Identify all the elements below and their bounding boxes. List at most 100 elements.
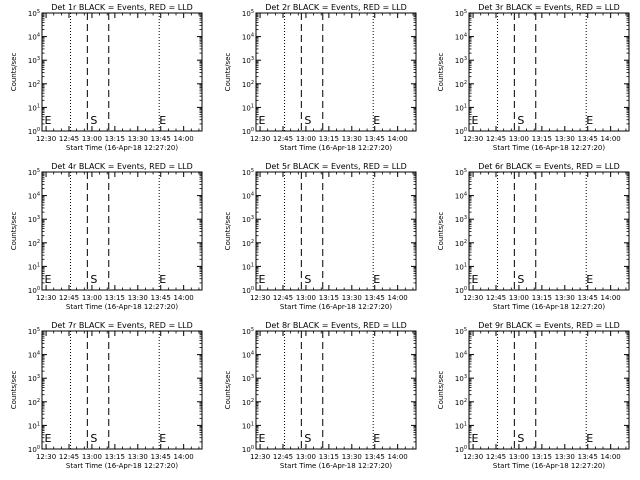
y-tick-label: 102 [242, 239, 254, 248]
y-tick-label: 101 [28, 262, 40, 271]
x-tick-label: 13:15 [319, 294, 339, 302]
y-tick-label: 100 [242, 286, 254, 295]
y-axis-label: Counts/sec [10, 371, 18, 410]
x-tick-label: 14:00 [601, 453, 621, 461]
y-tick-label: 100 [242, 127, 254, 136]
x-tick-label: 13:00 [296, 294, 316, 302]
x-tick-label: 13:30 [555, 294, 575, 302]
x-tick-label: 14:00 [601, 135, 621, 143]
x-tick-label: 12:30 [36, 135, 56, 143]
marker-e: E [259, 273, 266, 286]
marker-s: S [304, 114, 311, 127]
marker-e: E [373, 432, 380, 445]
x-axis-label: Start Time (16-Apr-18 12:27:20) [66, 462, 178, 470]
x-tick-label: 14:00 [174, 294, 194, 302]
x-tick-label: 13:15 [532, 135, 552, 143]
x-tick-label: 12:30 [250, 294, 270, 302]
x-tick-label: 12:30 [250, 453, 270, 461]
y-tick-label: 104 [455, 192, 467, 201]
plot-title: Det 8r BLACK = Events, RED = LLD [265, 321, 407, 330]
x-tick-label: 13:45 [365, 135, 385, 143]
panel-4: Det 4r BLACK = Events, RED = LLD 100 101 10… [10, 162, 203, 311]
y-tick-label: 101 [455, 262, 467, 271]
y-tick-label: 101 [242, 262, 254, 271]
x-tick-label: 12:45 [59, 135, 79, 143]
panel-5: Det 5r BLACK = Events, RED = LLD 100 101 10… [224, 162, 417, 311]
marker-e: E [373, 114, 380, 127]
x-tick-label: 13:00 [82, 453, 102, 461]
x-tick-label: 13:00 [509, 294, 529, 302]
marker-s: S [90, 114, 97, 127]
y-tick-label: 105 [242, 327, 254, 336]
x-tick-label: 13:30 [555, 453, 575, 461]
x-tick-label: 12:30 [463, 135, 483, 143]
marker-e: E [45, 432, 52, 445]
y-tick-label: 104 [242, 351, 254, 360]
x-tick-label: 13:45 [151, 453, 171, 461]
y-tick-label: 101 [28, 421, 40, 430]
marker-e: E [586, 432, 593, 445]
x-tick-label: 13:00 [296, 453, 316, 461]
y-axis-label: Counts/sec [437, 212, 445, 251]
marker-s: S [304, 273, 311, 286]
y-tick-label: 104 [242, 33, 254, 42]
marker-s: S [517, 432, 524, 445]
x-tick-label: 13:30 [128, 294, 148, 302]
x-axis-label: Start Time (16-Apr-18 12:27:20) [493, 462, 605, 470]
y-tick-label: 102 [242, 80, 254, 89]
y-tick-label: 103 [242, 215, 254, 224]
y-axis-label: Counts/sec [224, 371, 232, 410]
x-tick-label: 13:45 [578, 135, 598, 143]
y-tick-label: 105 [242, 9, 254, 18]
y-tick-label: 101 [242, 103, 254, 112]
marker-e: E [45, 114, 52, 127]
x-tick-label: 13:00 [509, 453, 529, 461]
panel-6: Det 6r BLACK = Events, RED = LLD 100 101 10… [437, 162, 630, 311]
y-tick-label: 102 [455, 398, 467, 407]
y-tick-label: 103 [455, 215, 467, 224]
marker-s: S [517, 114, 524, 127]
plot-frame [41, 12, 203, 132]
plot-title: Det 7r BLACK = Events, RED = LLD [51, 321, 193, 330]
y-tick-label: 102 [28, 239, 40, 248]
marker-e: E [373, 273, 380, 286]
x-tick-label: 13:45 [365, 453, 385, 461]
marker-e: E [472, 273, 479, 286]
y-tick-label: 100 [28, 286, 40, 295]
y-axis-label: Counts/sec [10, 212, 18, 251]
x-tick-label: 13:30 [342, 294, 362, 302]
x-tick-label: 13:15 [319, 135, 339, 143]
x-tick-label: 14:00 [388, 294, 408, 302]
marker-e: E [259, 114, 266, 127]
x-tick-label: 13:45 [151, 135, 171, 143]
marker-s: S [90, 273, 97, 286]
marker-e: E [159, 114, 166, 127]
plot-title: Det 2r BLACK = Events, RED = LLD [265, 3, 407, 12]
plot-frame [468, 171, 630, 291]
x-axis-label: Start Time (16-Apr-18 12:27:20) [66, 144, 178, 152]
plot-title: Det 1r BLACK = Events, RED = LLD [51, 3, 193, 12]
y-tick-label: 101 [455, 421, 467, 430]
x-axis-label: Start Time (16-Apr-18 12:27:20) [280, 144, 392, 152]
marker-e: E [472, 114, 479, 127]
y-tick-label: 103 [455, 374, 467, 383]
x-tick-label: 13:45 [365, 294, 385, 302]
x-tick-label: 13:00 [82, 294, 102, 302]
y-tick-label: 105 [455, 168, 467, 177]
marker-e: E [259, 432, 266, 445]
y-tick-label: 100 [455, 445, 467, 454]
plot-frame [468, 12, 630, 132]
x-tick-label: 14:00 [174, 135, 194, 143]
y-axis-label: Counts/sec [224, 53, 232, 92]
plot-title: Det 6r BLACK = Events, RED = LLD [478, 162, 620, 171]
panel-3: Det 3r BLACK = Events, RED = LLD 100 101 10… [437, 3, 630, 152]
x-tick-label: 12:45 [273, 135, 293, 143]
y-tick-label: 103 [28, 56, 40, 65]
marker-e: E [472, 432, 479, 445]
y-tick-label: 100 [455, 127, 467, 136]
y-tick-label: 102 [242, 398, 254, 407]
y-tick-label: 105 [455, 9, 467, 18]
x-tick-label: 12:45 [273, 453, 293, 461]
x-tick-label: 14:00 [174, 453, 194, 461]
